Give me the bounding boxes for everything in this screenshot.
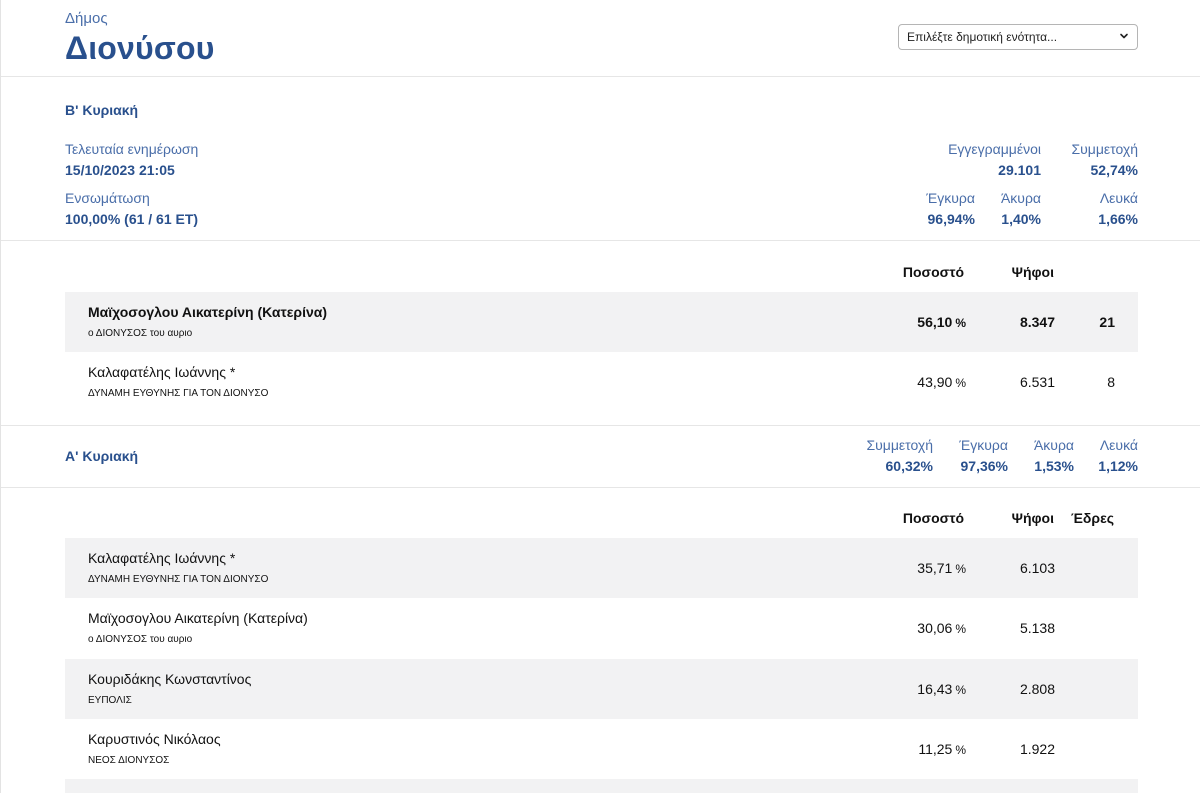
integration-value: 100,00% (61 / 61 ΕΤ) (65, 211, 199, 227)
round-a-col-percent: Ποσοστό (902, 510, 964, 526)
round-a-col-seats: Έδρες (1070, 510, 1114, 526)
candidate-name: Μαϊχοσογλου Αικατερίνη (Κατερίνα) (88, 610, 308, 626)
round-a-blank-value: 1,12% (1098, 458, 1138, 474)
candidate-party: ο ΔΙΟΝΥΣΟΣ του αυριο (88, 328, 193, 339)
round-b-col-percent: Ποσοστό (902, 264, 964, 280)
candidate-votes: 8.347 (1019, 314, 1055, 330)
candidate-name: Μαϊχοσογλου Αικατερίνη (Κατερίνα) (88, 304, 328, 320)
candidate-percent: 43,90% (917, 374, 966, 390)
turnout-label: Συμμετοχή (1071, 141, 1138, 157)
table-row: Μαϊχοσογλου Αικατερίνη (Κατερίνα) ο ΔΙΟΝ… (65, 292, 1138, 352)
candidate-party: ΝΕΟΣ ΔΙΟΝΥΣΟΣ (88, 755, 170, 766)
table-row: Καλαφατέλης Ιωάννης * ΔΥΝΑΜΗ ΕΥΘΥΝΗΣ ΓΙΑ… (65, 538, 1138, 598)
round-a-valid-value: 97,36% (960, 458, 1008, 474)
valid-value: 96,94% (927, 211, 975, 227)
round-a-turnout-label: Συμμετοχή (866, 437, 933, 453)
municipality-name: Διονύσου (65, 30, 215, 66)
round-a-title: Α' Κυριακή (65, 448, 139, 464)
registered-label: Εγγεγραμμένοι (948, 141, 1041, 157)
candidate-party: ΔΥΝΑΜΗ ΕΥΘΥΝΗΣ ΓΙΑ ΤΟΝ ΔΙΟΝΥΣΟ (88, 574, 269, 585)
table-row: Κουριδάκης Κωνσταντίνος ΕΥΠΟΛΙΣ 16,43% 2… (65, 659, 1138, 719)
candidate-percent: 35,71% (917, 560, 966, 576)
candidate-percent: 30,06% (917, 620, 966, 636)
round-b-summary: Β' Κυριακή Τελευταία ενημέρωση 15/10/202… (1, 77, 1200, 241)
candidate-votes: 6.531 (1019, 374, 1055, 390)
candidate-name: Καλαφατέλης Ιωάννης * (88, 550, 236, 566)
candidate-seats: 21 (1099, 314, 1115, 330)
candidate-party: ΔΥΝΑΜΗ ΕΥΘΥΝΗΣ ΓΙΑ ΤΟΝ ΔΙΟΝΥΣΟ (88, 388, 269, 399)
integration-label: Ενσωμάτωση (65, 190, 150, 206)
blank-value: 1,66% (1098, 211, 1138, 227)
candidate-party: ο ΔΙΟΝΥΣΟΣ του αυριο (88, 634, 193, 645)
round-a-turnout-value: 60,32% (885, 458, 933, 474)
table-row: Καλαφατέλης Ιωάννης * ΔΥΝΑΜΗ ΕΥΘΥΝΗΣ ΓΙΑ… (65, 352, 1138, 412)
round-b-col-votes: Ψήφοι (1011, 264, 1054, 280)
candidate-party: ΕΥΠΟΛΙΣ (88, 695, 132, 706)
candidate-votes: 6.103 (1019, 560, 1055, 576)
chevron-down-icon (1120, 33, 1128, 39)
table-row (65, 779, 1138, 793)
turnout-value: 52,74% (1090, 162, 1138, 178)
candidate-name: Καρυστινός Νικόλαος (88, 731, 221, 747)
last-update-label: Τελευταία ενημέρωση (65, 141, 199, 157)
round-a-blank-label: Λευκά (1099, 437, 1138, 453)
page-header: Δήμος Διονύσου Επιλέξτε δημοτική ενότητα… (1, 0, 1200, 77)
candidate-name: Κουριδάκης Κωνσταντίνος (88, 671, 252, 687)
round-a-summary: Α' Κυριακή Συμμετοχή 60,32% Έγκυρα 97,36… (1, 425, 1200, 488)
candidate-percent: 56,10% (917, 314, 966, 330)
valid-label: Έγκυρα (926, 190, 975, 206)
round-a-col-votes: Ψήφοι (1011, 510, 1054, 526)
registered-value: 29.101 (998, 162, 1041, 178)
invalid-label: Άκυρα (1000, 190, 1041, 206)
candidate-votes: 2.808 (1019, 681, 1055, 697)
blank-label: Λευκά (1099, 190, 1138, 206)
invalid-value: 1,40% (1001, 211, 1041, 227)
candidate-votes: 1.922 (1019, 741, 1055, 757)
table-row: Μαϊχοσογλου Αικατερίνη (Κατερίνα) ο ΔΙΟΝ… (65, 598, 1138, 658)
candidate-name: Καλαφατέλης Ιωάννης * (88, 364, 236, 380)
candidate-seats: 8 (1107, 374, 1115, 390)
municipal-unit-select[interactable]: Επιλέξτε δημοτική ενότητα... (898, 24, 1138, 50)
round-a-invalid-value: 1,53% (1034, 458, 1074, 474)
candidate-percent: 16,43% (917, 681, 966, 697)
round-b-title: Β' Κυριακή (65, 102, 139, 118)
table-row: Καρυστινός Νικόλαος ΝΕΟΣ ΔΙΟΝΥΣΟΣ 11,25%… (65, 719, 1138, 779)
candidate-votes: 5.138 (1019, 620, 1055, 636)
candidate-percent: 11,25% (918, 741, 966, 757)
round-a-invalid-label: Άκυρα (1033, 437, 1074, 453)
last-update-value: 15/10/2023 21:05 (65, 162, 175, 178)
municipality-label: Δήμος (65, 10, 108, 27)
select-value: Επιλέξτε δημοτική ενότητα... (907, 30, 1058, 44)
round-a-valid-label: Έγκυρα (959, 437, 1008, 453)
